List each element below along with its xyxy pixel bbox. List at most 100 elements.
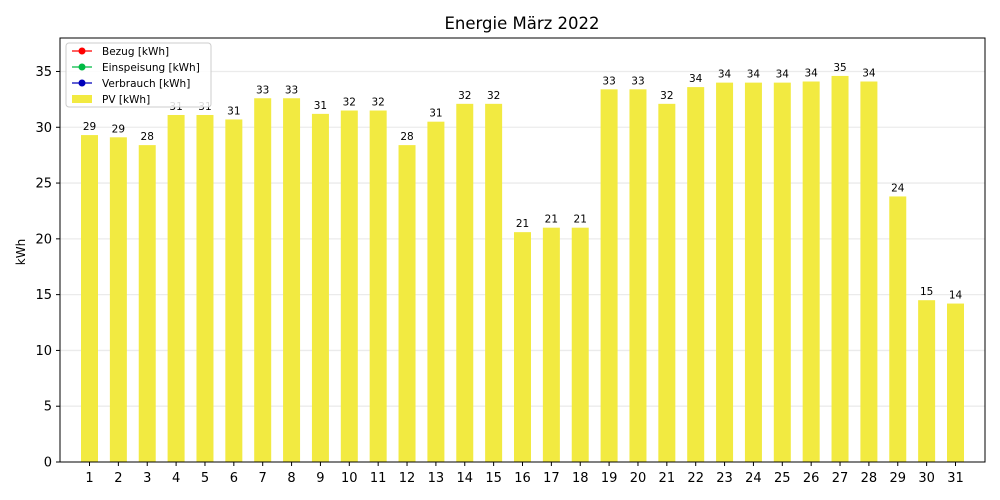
x-tick-label-7: 7 <box>259 471 267 486</box>
x-tick-label-21: 21 <box>659 471 676 486</box>
bar-day-23 <box>716 82 734 462</box>
data-label-day-10: 32 <box>343 97 356 109</box>
data-label-day-27: 35 <box>833 62 846 74</box>
bar-day-14 <box>456 103 474 463</box>
x-tick-label-13: 13 <box>428 471 445 486</box>
y-tick-label-20: 20 <box>35 232 52 247</box>
x-tick-label-8: 8 <box>287 471 295 486</box>
data-label-day-2: 29 <box>112 123 125 135</box>
bar-day-7 <box>254 98 272 463</box>
data-label-day-23: 34 <box>718 69 732 81</box>
bar-day-16 <box>514 232 531 462</box>
data-labels: 2929283131313333313232283132322121213333… <box>83 62 963 302</box>
y-tick-label-25: 25 <box>35 177 52 192</box>
y-axis-ticks: 0 5 10 15 20 25 30 35 <box>35 65 60 471</box>
x-axis-ticks: 1 2 3 4 5 6 7 8 9 10 11 12 13 14 15 16 17 18 19 20 21 22 23 24 2… <box>85 462 964 486</box>
x-tick-label-25: 25 <box>774 471 791 486</box>
legend-label-verbrauch-kwh: Verbrauch [kWh] <box>102 78 190 90</box>
bar-day-28 <box>860 81 878 462</box>
x-tick-label-17: 17 <box>543 471 560 486</box>
y-tick-label-15: 15 <box>35 288 52 303</box>
data-label-day-28: 34 <box>862 68 876 80</box>
data-label-day-12: 28 <box>400 131 413 143</box>
x-tick-label-6: 6 <box>230 471 238 486</box>
data-label-day-15: 32 <box>487 90 500 102</box>
data-label-day-16: 21 <box>516 218 529 230</box>
x-tick-label-27: 27 <box>832 471 849 486</box>
bar-day-4 <box>167 114 185 462</box>
x-tick-label-12: 12 <box>399 471 416 486</box>
x-tick-label-14: 14 <box>456 471 473 486</box>
x-tick-label-24: 24 <box>745 471 762 486</box>
y-tick-label-30: 30 <box>35 121 52 136</box>
chart-title: Energie März 2022 <box>444 14 599 33</box>
bar-day-11 <box>369 110 387 463</box>
x-tick-label-26: 26 <box>803 471 820 486</box>
data-label-day-19: 33 <box>602 75 615 87</box>
x-tick-label-18: 18 <box>572 471 589 486</box>
bar-day-1 <box>81 135 98 463</box>
bar-day-19 <box>600 89 618 462</box>
data-label-day-7: 33 <box>256 84 269 96</box>
bar-day-15 <box>485 103 503 463</box>
data-label-day-9: 31 <box>314 100 327 112</box>
bar-day-3 <box>138 145 156 462</box>
data-label-day-30: 15 <box>920 286 933 298</box>
bar-day-26 <box>802 81 820 462</box>
bar-day-24 <box>744 82 762 462</box>
legend-label-einspeisung-kwh: Einspeisung [kWh] <box>102 62 200 74</box>
data-label-day-20: 33 <box>631 75 644 87</box>
data-label-day-22: 34 <box>689 73 703 85</box>
data-label-day-18: 21 <box>574 214 587 226</box>
data-label-day-13: 31 <box>429 108 442 120</box>
bar-day-30 <box>918 300 936 462</box>
x-tick-label-2: 2 <box>114 471 122 486</box>
y-tick-label-0: 0 <box>44 456 52 471</box>
x-tick-label-9: 9 <box>316 471 324 486</box>
y-tick-label-5: 5 <box>44 400 52 415</box>
bar-day-6 <box>225 119 243 462</box>
data-label-day-11: 32 <box>371 97 384 109</box>
bar-day-12 <box>398 145 416 462</box>
bar-day-5 <box>196 114 214 462</box>
x-tick-label-15: 15 <box>485 471 502 486</box>
bar-day-25 <box>773 82 791 462</box>
legend-swatch-pv-kwh <box>72 95 92 103</box>
x-tick-label-20: 20 <box>630 471 647 486</box>
x-tick-label-22: 22 <box>687 471 704 486</box>
x-tick-label-31: 31 <box>947 471 964 486</box>
bar-day-13 <box>427 121 445 463</box>
bar-day-10 <box>340 110 358 463</box>
x-tick-label-30: 30 <box>918 471 935 486</box>
y-tick-label-35: 35 <box>35 65 52 80</box>
x-tick-label-1: 1 <box>85 471 93 486</box>
legend-marker-einspeisung-kwh <box>78 63 86 71</box>
bar-day-27 <box>831 75 849 463</box>
bar-day-9 <box>311 113 329 462</box>
x-tick-label-19: 19 <box>601 471 618 486</box>
x-tick-label-29: 29 <box>889 471 906 486</box>
data-label-day-6: 31 <box>227 105 240 117</box>
data-label-day-29: 24 <box>891 182 905 194</box>
x-tick-label-28: 28 <box>861 471 878 486</box>
bar-day-17 <box>542 227 560 462</box>
bars <box>81 75 964 463</box>
x-tick-label-11: 11 <box>370 471 387 486</box>
legend-marker-bezug-kwh <box>78 47 86 55</box>
y-tick-label-10: 10 <box>35 344 52 359</box>
x-tick-label-4: 4 <box>172 471 180 486</box>
bar-day-2 <box>109 137 127 462</box>
x-tick-label-23: 23 <box>716 471 733 486</box>
data-label-day-24: 34 <box>747 69 761 81</box>
data-label-day-1: 29 <box>83 121 96 133</box>
data-label-day-26: 34 <box>804 68 818 80</box>
data-label-day-14: 32 <box>458 90 471 102</box>
bar-day-29 <box>889 196 907 462</box>
data-label-day-3: 28 <box>141 131 154 143</box>
data-label-day-21: 32 <box>660 90 673 102</box>
x-tick-label-16: 16 <box>514 471 531 486</box>
bar-day-18 <box>571 227 589 462</box>
bar-day-8 <box>283 98 301 463</box>
data-label-day-8: 33 <box>285 84 298 96</box>
data-label-day-17: 21 <box>545 214 558 226</box>
